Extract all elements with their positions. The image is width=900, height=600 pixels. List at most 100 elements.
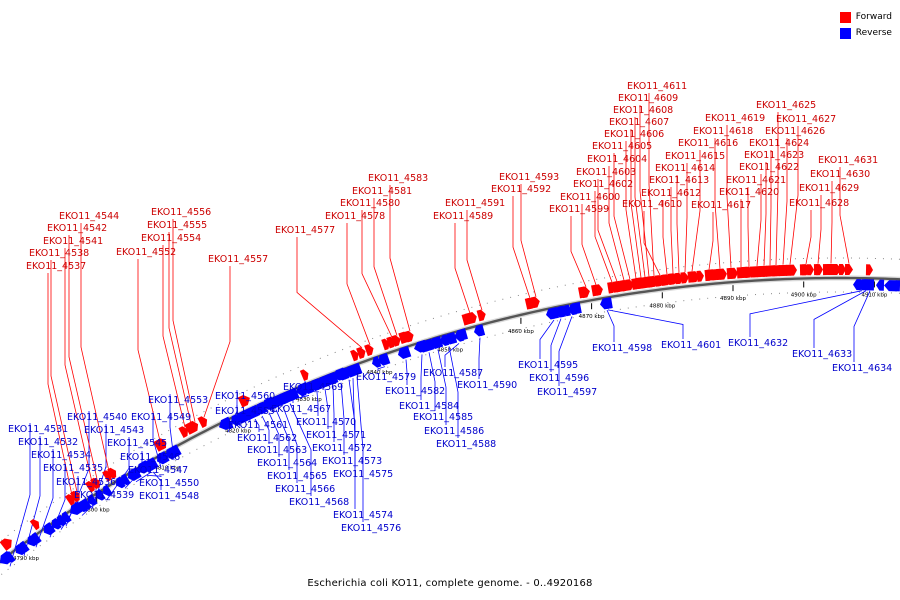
leader-line (853, 290, 871, 362)
gene-arrow-eko11-4630 (826, 264, 835, 276)
gene-label: EKO11_4560 (215, 391, 275, 402)
gene-arrow-eko11-4552 (153, 439, 163, 452)
gene-arrow-eko11-4629 (813, 264, 822, 276)
gene-label: EKO11_4549 (131, 412, 191, 423)
gene-arrow-eko11-4577 (356, 347, 366, 359)
gene-arrow-forward (838, 264, 846, 276)
gene-arrow-forward (0, 538, 12, 551)
gene-arrow-eko11-4586 (434, 335, 444, 348)
gene-label: EKO11_4570 (296, 417, 356, 428)
gene-arrow-eko11-4634 (866, 279, 875, 291)
leader-line (813, 290, 867, 348)
gene-label: EKO11_4600 (560, 192, 620, 203)
genome-caption: Escherichia coli KO11, complete genome. … (307, 578, 593, 589)
gene-arrow-eko11-4582 (402, 345, 412, 358)
gene-arrow-eko11-4535 (45, 522, 56, 534)
leader-line (289, 403, 312, 496)
gene-arrow-eko11-4572 (329, 371, 339, 384)
gene-arrow-reverse (70, 501, 84, 515)
gene-label: EKO11_4610 (622, 199, 682, 210)
gene-arrow-eko11-4552 (153, 439, 163, 452)
leader-line (420, 354, 423, 400)
gene-label: EKO11_4542 (47, 223, 107, 234)
gene-arrow-eko11-4554 (178, 426, 189, 438)
gene-label: EKO11_4618 (693, 126, 753, 137)
gene-label: EKO11_4539 (74, 490, 134, 501)
leader-line (80, 223, 110, 472)
leader-line (168, 232, 192, 425)
leader-line (817, 195, 822, 264)
gene-label: EKO11_4540 (67, 412, 127, 423)
gene-label: EKO11_4564 (257, 458, 317, 469)
gene-arrow-eko11-4581 (391, 334, 401, 347)
gene-label: EKO11_4575 (333, 469, 393, 480)
gene-label: EKO11_4556 (151, 207, 211, 218)
gene-arrow-eko11-4630 (826, 264, 835, 276)
gene-label: EKO11_4591 (445, 198, 505, 209)
gene-arrow-eko11-4577 (356, 347, 366, 359)
gene-label: EKO11_4550 (139, 478, 199, 489)
gene-label: EKO11_4621 (726, 175, 786, 186)
gene-arrow-eko11-4600 (591, 284, 600, 297)
legend-reverse: Reverse (839, 25, 892, 41)
gene-arrow-eko11-4545 (103, 484, 113, 497)
leader-line (608, 166, 625, 281)
leader-line (607, 309, 684, 339)
axis-tick-label: 4870 kbp (579, 314, 605, 320)
gene-arrow-eko11-4548 (149, 457, 159, 469)
gene-arrow-eko11-4547 (132, 466, 142, 479)
gene-arrow-eko11-4590 (476, 324, 486, 336)
gene-arrow-eko11-4564 (265, 398, 275, 411)
gene-arrow-eko11-4626 (778, 264, 787, 277)
gene-arrow-eko11-4556 (188, 420, 199, 433)
gene-label: EKO11_4568 (289, 497, 349, 508)
leader-line (630, 129, 642, 278)
legend-reverse-label: Reverse (855, 28, 892, 38)
gene-arrow-reverse (372, 355, 382, 368)
gene-arrow-eko11-4579 (381, 352, 391, 365)
leader-line (830, 181, 833, 264)
leader-line (634, 117, 646, 278)
gene-label: EKO11_4537 (26, 261, 86, 272)
gene-label: EKO11_4584 (399, 401, 459, 412)
gene-label: EKO11_4536 (56, 477, 116, 488)
gene-label: EKO11_4581 (352, 186, 412, 197)
gene-arrow-eko11-4617 (704, 269, 713, 282)
gene-label: EKO11_4622 (739, 162, 799, 173)
gene-label: EKO11_4634 (832, 363, 892, 374)
gene-arrow-eko11-4561 (244, 408, 254, 420)
gene-label: EKO11_4632 (728, 338, 788, 349)
gene-arrow-eko11-4588 (445, 332, 455, 345)
gene-label: EKO11_4578 (325, 211, 385, 222)
gene-arrow-eko11-4538 (69, 490, 80, 503)
gene-arrow-reverse (51, 517, 62, 530)
gene-arrow-eko11-4571 (321, 374, 331, 387)
leader-line (558, 316, 573, 386)
leader-line (254, 418, 260, 432)
gene-label: EKO11_4620 (719, 187, 779, 198)
gene-arrow-eko11-4591 (476, 309, 486, 322)
gene-arrow-eko11-4568 (286, 389, 296, 402)
leader-line (648, 93, 655, 276)
gene-arrow-eko11-4536 (56, 514, 67, 527)
gene-label: EKO11_4615 (665, 151, 725, 162)
leader-line (581, 204, 597, 286)
leader-line (346, 223, 371, 346)
gene-arrow-eko11-4603 (612, 281, 621, 293)
leader-line (296, 237, 363, 349)
leader-line (769, 150, 772, 266)
gene-label: EKO11_4579 (356, 372, 416, 383)
gene-arrow-eko11-4542 (90, 477, 100, 490)
gene-arrow-eko11-4541 (85, 480, 95, 493)
gene-arrow-eko11-4546 (121, 473, 131, 486)
gene-arrow-forward (299, 369, 309, 381)
gene-arrow-eko11-4618 (715, 268, 724, 281)
gene-arrow-eko11-4601 (604, 297, 613, 309)
axis-tick-label: 4910 kbp (861, 292, 887, 298)
leader-line (261, 415, 270, 444)
gene-arrow-reverse (892, 280, 900, 292)
gene-label: EKO11_4554 (141, 233, 201, 244)
gene-arrow-eko11-4631 (844, 264, 853, 276)
gene-arrow-eko11-4538 (69, 490, 80, 503)
leader-line (146, 474, 162, 477)
